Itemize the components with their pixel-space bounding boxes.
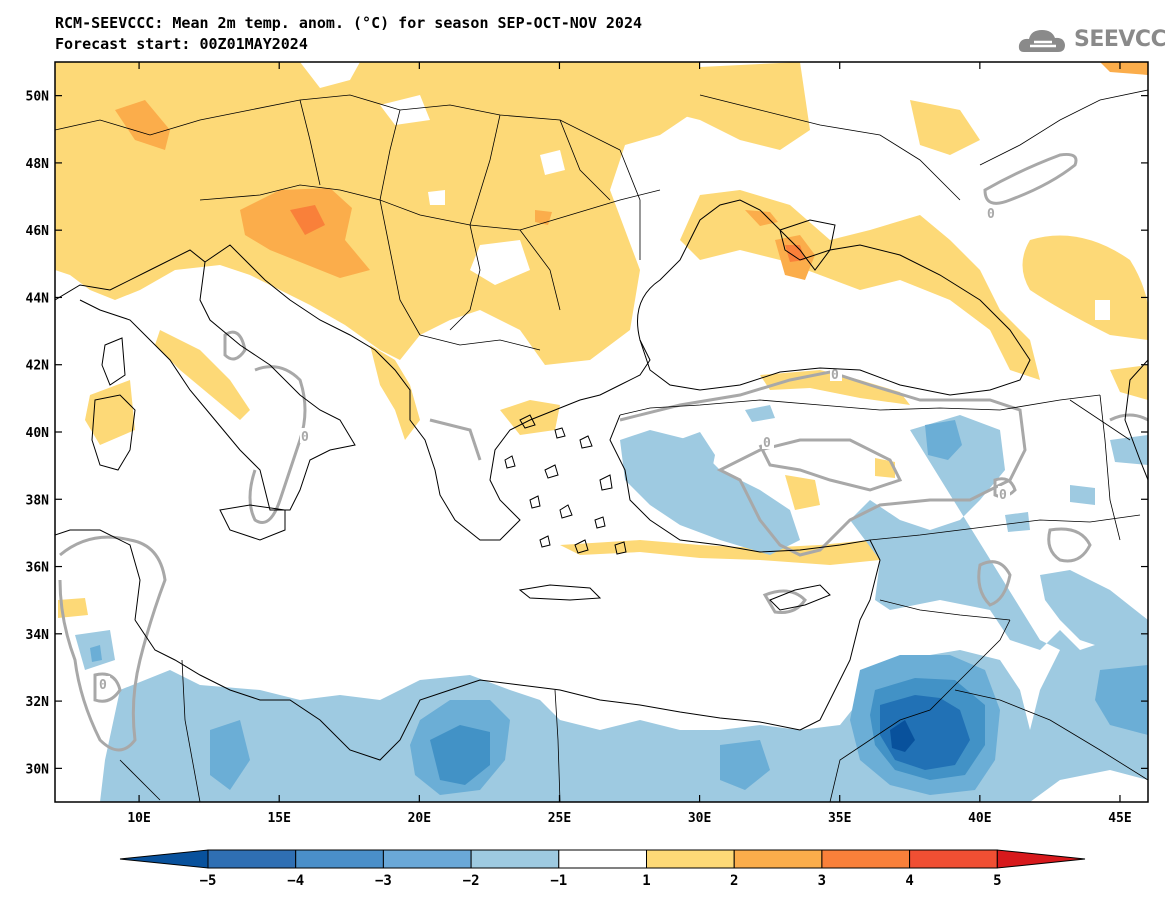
colorbar-segment bbox=[207, 849, 297, 869]
colorbar-label: −4 bbox=[287, 873, 304, 889]
lon-tick-label: 10E bbox=[127, 811, 150, 826]
colorbar-label: −2 bbox=[463, 873, 480, 889]
lon-tick-label: 40E bbox=[968, 811, 991, 826]
colorbar-arrow-low bbox=[119, 849, 209, 869]
colorbar-label: 4 bbox=[905, 873, 913, 889]
cloud-icon bbox=[1018, 30, 1065, 52]
lat-tick-label: 38N bbox=[26, 493, 50, 508]
colorbar-label: 3 bbox=[818, 873, 826, 889]
colorbar-label: 1 bbox=[642, 873, 650, 889]
colorbar-label: −1 bbox=[550, 873, 567, 889]
svg-text:0: 0 bbox=[987, 207, 995, 222]
colorbar-label: −5 bbox=[200, 873, 217, 889]
lat-tick-label: 48N bbox=[26, 157, 50, 172]
colorbar-label: 5 bbox=[993, 873, 1001, 889]
lon-tick-label: 30E bbox=[688, 811, 711, 826]
colorbar-segment bbox=[646, 849, 735, 869]
colorbar-segment bbox=[821, 849, 911, 869]
lat-tick-label: 32N bbox=[26, 695, 50, 710]
svg-text:0: 0 bbox=[999, 488, 1007, 503]
colorbar-arrow-high bbox=[996, 849, 1086, 869]
contour-labels: 0 0 0 0 0 0 bbox=[98, 205, 1010, 693]
lon-tick-label: 25E bbox=[548, 811, 571, 826]
colorbar-segment bbox=[733, 849, 823, 869]
lat-tick-label: 42N bbox=[26, 359, 50, 374]
lat-tick-label: 50N bbox=[26, 90, 50, 105]
lat-tick-label: 40N bbox=[26, 426, 50, 441]
lat-tick-label: 36N bbox=[26, 561, 50, 576]
forecast-start-label: Forecast start: 00Z01MAY2024 bbox=[55, 35, 308, 53]
colorbar-segment bbox=[909, 849, 998, 869]
lat-tick-label: 46N bbox=[26, 224, 50, 239]
colorbar-segment bbox=[470, 849, 560, 869]
lon-tick-label: 15E bbox=[267, 811, 290, 826]
seevccc-logo: SEEVCCC bbox=[1074, 27, 1165, 52]
lon-tick-label: 35E bbox=[828, 811, 851, 826]
aegean-islands bbox=[504, 414, 627, 555]
country-borders bbox=[55, 89, 1148, 802]
cold-anomaly-4-5 bbox=[880, 695, 970, 770]
lon-tick-label: 45E bbox=[1108, 811, 1131, 826]
colorbar-segment bbox=[558, 849, 647, 869]
lat-tick-label: 34N bbox=[26, 628, 50, 643]
colorbar: −5 −4 −3 −2 −1 1 2 3 4 5 bbox=[119, 849, 1086, 889]
colorbar-label: 2 bbox=[730, 873, 738, 889]
svg-text:0: 0 bbox=[301, 430, 309, 445]
svg-text:0: 0 bbox=[763, 436, 771, 451]
neutral-patches bbox=[200, 62, 1110, 380]
svg-text:0: 0 bbox=[831, 368, 839, 383]
map-title: RCM-SEEVCCC: Mean 2m temp. anom. (°C) fo… bbox=[55, 14, 642, 32]
longitude-axis: 10E 15E 20E 25E 30E 35E 40E 45E bbox=[127, 62, 1132, 826]
zero-contours bbox=[58, 153, 1148, 752]
svg-text:0: 0 bbox=[99, 678, 107, 693]
latitude-axis: 30N 32N 34N 36N 38N 40N 42N 44N 46N 48N 50N bbox=[26, 90, 1148, 777]
lat-tick-label: 30N bbox=[26, 762, 50, 777]
colorbar-segment bbox=[382, 849, 472, 869]
coastlines bbox=[55, 199, 1148, 761]
warm-anomaly-3-4 bbox=[290, 205, 805, 262]
colorbar-label: −3 bbox=[375, 873, 392, 889]
lon-tick-label: 20E bbox=[408, 811, 431, 826]
colorbar-segment bbox=[295, 849, 384, 869]
cold-anomaly-5 bbox=[890, 720, 915, 752]
warm-anomaly-1-2 bbox=[55, 62, 1148, 618]
lat-tick-label: 44N bbox=[26, 291, 50, 306]
